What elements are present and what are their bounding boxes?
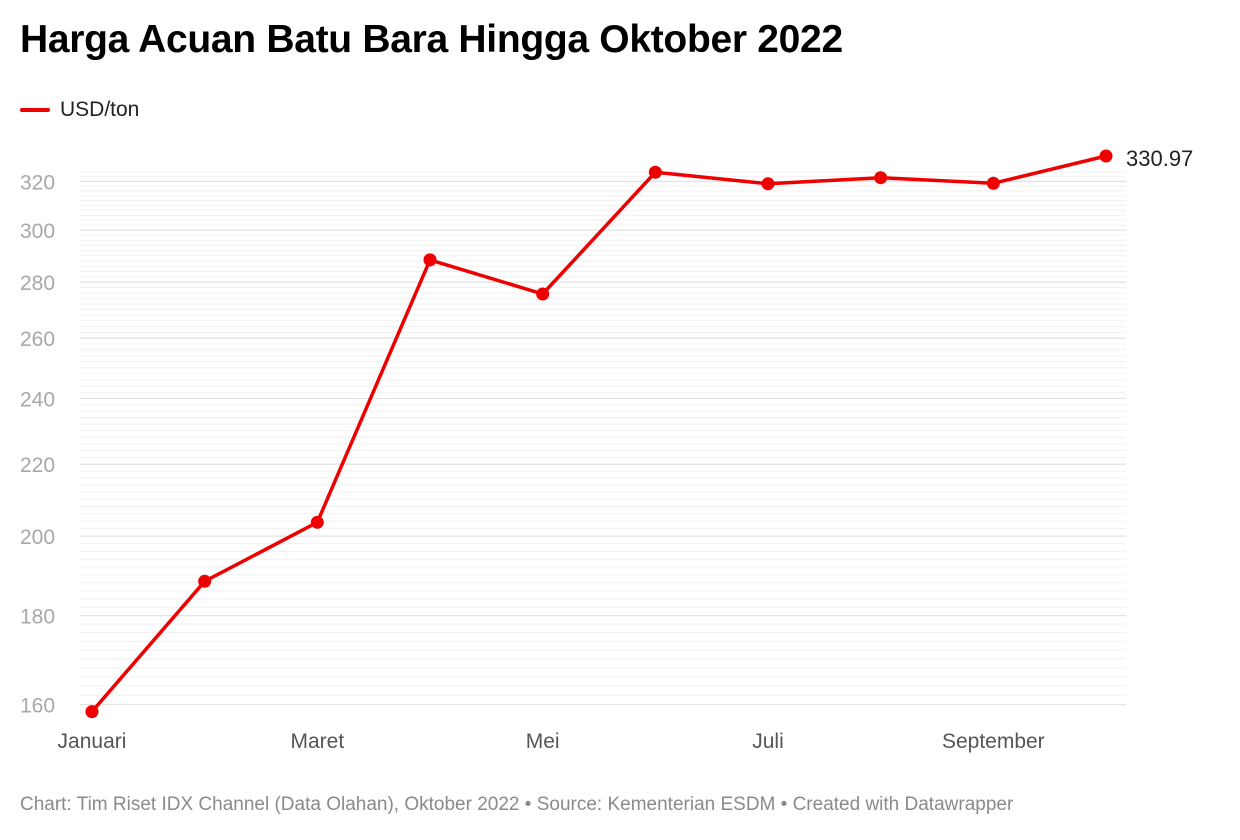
series-layer: 330.97 [85, 146, 1193, 719]
y-tick-label: 300 [20, 220, 55, 243]
y-tick-label: 280 [20, 272, 55, 295]
y-tick-label: 260 [20, 328, 55, 351]
y-tick-label: 160 [20, 695, 55, 718]
x-tick-label: Maret [290, 730, 344, 753]
data-point [874, 171, 888, 185]
legend: USD/ton [20, 98, 139, 122]
line-chart: 160 180 200 220 240 260 280 300 320 Januari Maret… [20, 146, 1193, 753]
legend-line-swatch [20, 108, 50, 112]
data-point [1099, 149, 1113, 163]
data-point [986, 176, 1000, 190]
x-axis-ticks: Januari Maret Mei Juli September [58, 730, 1045, 753]
grid-lines [80, 171, 1126, 706]
data-point [198, 574, 212, 588]
chart-footer: Chart: Tim Riset IDX Channel (Data Olaha… [20, 794, 1014, 815]
data-point [761, 177, 775, 191]
legend-label: USD/ton [60, 98, 140, 121]
x-tick-label: September [942, 730, 1045, 753]
y-axis-ticks: 160 180 200 220 240 260 280 300 320 [20, 171, 55, 717]
data-point [648, 165, 662, 179]
y-tick-label: 220 [20, 454, 55, 477]
last-value-label: 330.97 [1126, 146, 1193, 171]
series-line [90, 154, 1108, 714]
chart-title: Harga Acuan Batu Bara Hingga Oktober 202… [20, 18, 843, 61]
y-tick-label: 320 [20, 171, 55, 194]
data-point [536, 287, 550, 301]
data-point [85, 705, 99, 719]
y-tick-label: 240 [20, 389, 55, 412]
y-tick-label: 200 [20, 526, 55, 549]
x-tick-label: Mei [526, 730, 560, 753]
y-tick-label: 180 [20, 606, 55, 629]
data-point [423, 253, 437, 267]
x-tick-label: Januari [58, 730, 127, 753]
x-tick-label: Juli [752, 730, 784, 753]
data-point [310, 515, 324, 529]
